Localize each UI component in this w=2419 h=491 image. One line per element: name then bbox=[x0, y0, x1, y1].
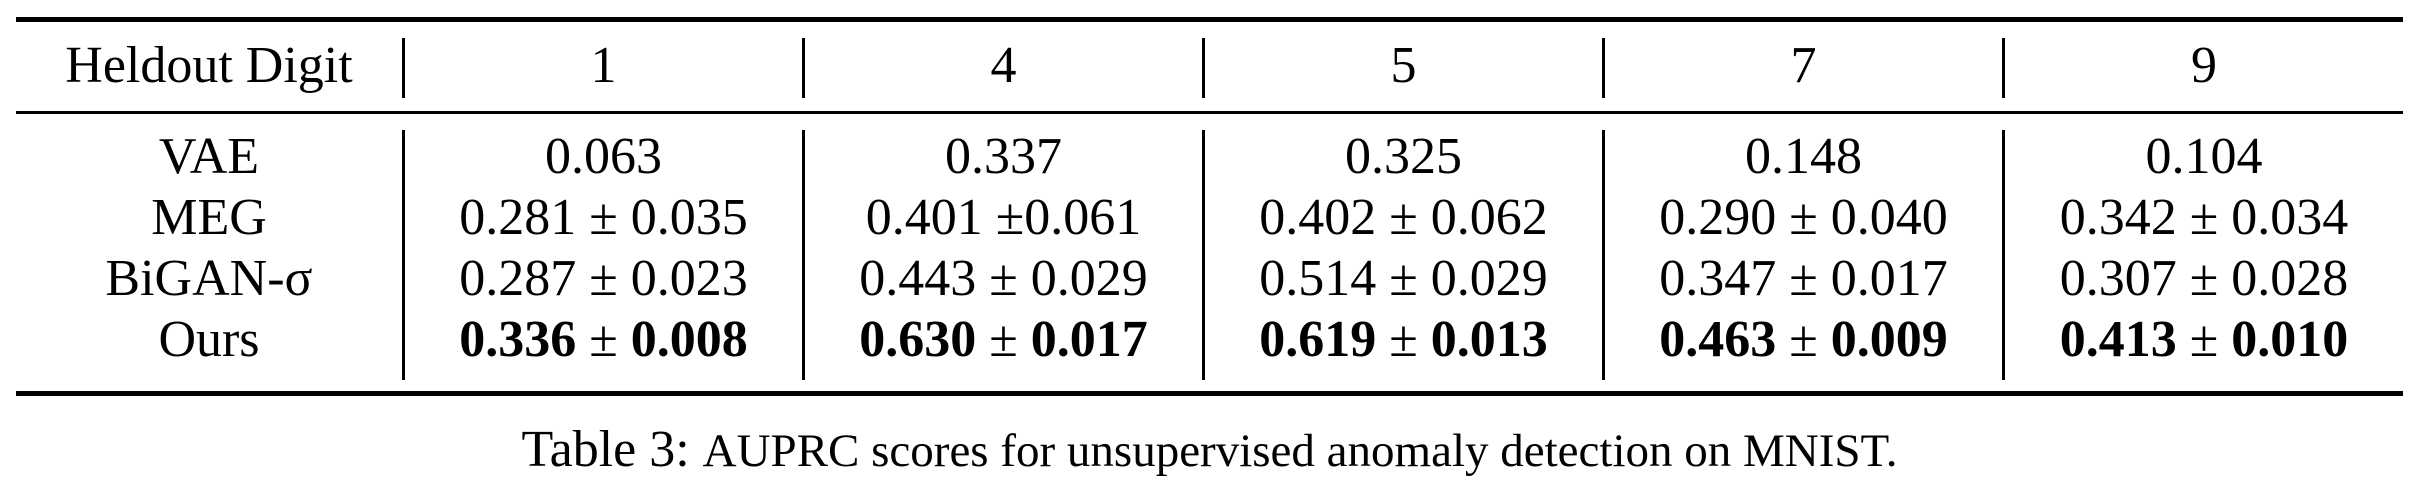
table-cell: 0.402 ± 0.062 bbox=[1205, 188, 1602, 248]
table-cell: 0.413 ± 0.010 bbox=[2005, 310, 2403, 370]
table-cell: 0.287 ± 0.023 bbox=[405, 249, 802, 309]
cell-std: 0.008 bbox=[630, 311, 748, 368]
plus-minus-sign: ± bbox=[576, 250, 631, 307]
plus-minus-sign: ± bbox=[576, 311, 631, 368]
table-cell: 0.148 bbox=[1605, 127, 2002, 187]
cell-mean: 0.347 bbox=[1659, 250, 1777, 307]
cell-mean: 0.630 bbox=[859, 311, 977, 368]
plus-minus-sign: ± bbox=[2176, 311, 2232, 368]
cell-mean: 0.148 bbox=[1745, 128, 1862, 185]
table-cell: 0.443 ± 0.029 bbox=[805, 249, 1202, 309]
plus-minus-sign: ± bbox=[1776, 189, 1831, 246]
cell-std: 0.017 bbox=[1830, 250, 1948, 307]
cell-std: 0.017 bbox=[1030, 311, 1148, 368]
cell-std: 0.028 bbox=[2231, 250, 2349, 307]
column-separator bbox=[2002, 38, 2005, 98]
cell-mean: 0.401 bbox=[865, 189, 983, 246]
table-cell: 0.342 ± 0.034 bbox=[2005, 188, 2403, 248]
cell-mean: 0.514 bbox=[1259, 250, 1377, 307]
column-separator bbox=[802, 38, 805, 98]
cell-mean: 0.336 bbox=[459, 311, 577, 368]
cell-mean: 0.337 bbox=[945, 128, 1062, 185]
cell-std: 0.040 bbox=[1830, 189, 1948, 246]
cell-std: 0.062 bbox=[1430, 189, 1548, 246]
table-bottom-rule bbox=[16, 391, 2403, 396]
table-cell: 0.619 ± 0.013 bbox=[1205, 310, 1602, 370]
table-cell: 0.336 ± 0.008 bbox=[405, 310, 802, 370]
cell-mean: 0.287 bbox=[459, 250, 577, 307]
table-cell: 0.104 bbox=[2005, 127, 2403, 187]
table-cell: 0.281 ± 0.035 bbox=[405, 188, 802, 248]
header-heldout-digit: Heldout Digit bbox=[65, 37, 353, 94]
cell-mean: 0.063 bbox=[545, 128, 662, 185]
table-caption: Table 3: AUPRC scores for unsupervised a… bbox=[0, 420, 2419, 481]
header-digit-4: 4 bbox=[990, 37, 1017, 94]
table-cell: 0.063 bbox=[405, 127, 802, 187]
plus-minus-sign: ± bbox=[2176, 250, 2232, 307]
column-separator bbox=[1202, 38, 1205, 98]
plus-minus-sign: ± bbox=[1776, 250, 1831, 307]
plus-minus-sign: ± bbox=[576, 189, 631, 246]
table-cell: 0.325 bbox=[1205, 127, 1602, 187]
header-digit-9: 9 bbox=[2191, 37, 2217, 94]
cell-std: 0.009 bbox=[1830, 311, 1948, 368]
caption-label: Table 3: bbox=[521, 421, 690, 478]
row-method-label: Ours bbox=[158, 311, 260, 368]
row-method-label: BiGAN-σ bbox=[105, 250, 313, 307]
caption-text: AUPRC scores for unsupervised anomaly de… bbox=[702, 425, 1898, 477]
cell-std: 0.029 bbox=[1030, 250, 1148, 307]
table-cell: 0.307 ± 0.028 bbox=[2005, 249, 2403, 309]
column-separator bbox=[1602, 38, 1605, 98]
row-method-label: MEG bbox=[151, 189, 267, 246]
cell-mean: 0.402 bbox=[1259, 189, 1377, 246]
table-cell: 0.630 ± 0.017 bbox=[805, 310, 1202, 370]
header-digit-5: 5 bbox=[1390, 37, 1417, 94]
cell-mean: 0.290 bbox=[1659, 189, 1777, 246]
row-method-label: VAE bbox=[158, 128, 260, 185]
column-separator bbox=[1602, 130, 1605, 380]
cell-std: 0.034 bbox=[2231, 189, 2349, 246]
cell-mean: 0.463 bbox=[1659, 311, 1777, 368]
table-top-rule bbox=[16, 17, 2403, 22]
cell-std: 0.023 bbox=[630, 250, 748, 307]
table-cell: 0.401 ±0.061 bbox=[805, 188, 1202, 248]
cell-std: 0.029 bbox=[1430, 250, 1548, 307]
table-cell: 0.347 ± 0.017 bbox=[1605, 249, 2002, 309]
plus-minus-sign: ± bbox=[2176, 189, 2232, 246]
plus-minus-sign: ± bbox=[1376, 189, 1431, 246]
cell-mean: 0.619 bbox=[1259, 311, 1377, 368]
plus-minus-sign: ± bbox=[1376, 311, 1431, 368]
cell-mean: 0.104 bbox=[2145, 128, 2263, 185]
cell-mean: 0.325 bbox=[1345, 128, 1462, 185]
table-header-rule bbox=[16, 111, 2403, 114]
cell-mean: 0.281 bbox=[459, 189, 577, 246]
cell-mean: 0.342 bbox=[2059, 189, 2177, 246]
cell-mean: 0.443 bbox=[859, 250, 977, 307]
column-separator bbox=[1202, 130, 1205, 380]
plus-minus-sign: ± bbox=[1776, 311, 1831, 368]
cell-mean: 0.307 bbox=[2059, 250, 2177, 307]
plus-minus-sign: ± bbox=[982, 189, 1025, 246]
table-cell: 0.514 ± 0.029 bbox=[1205, 249, 1602, 309]
cell-std: 0.061 bbox=[1024, 189, 1142, 246]
table-cell: 0.337 bbox=[805, 127, 1202, 187]
plus-minus-sign: ± bbox=[1376, 250, 1431, 307]
plus-minus-sign: ± bbox=[976, 311, 1031, 368]
column-separator bbox=[402, 38, 405, 98]
cell-std: 0.035 bbox=[630, 189, 748, 246]
plus-minus-sign: ± bbox=[976, 250, 1031, 307]
column-separator bbox=[802, 130, 805, 380]
column-separator bbox=[2002, 130, 2005, 380]
cell-std: 0.013 bbox=[1430, 311, 1548, 368]
header-digit-1: 1 bbox=[590, 37, 617, 94]
cell-mean: 0.413 bbox=[2059, 311, 2177, 368]
table-cell: 0.290 ± 0.040 bbox=[1605, 188, 2002, 248]
table-cell: 0.463 ± 0.009 bbox=[1605, 310, 2002, 370]
header-digit-7: 7 bbox=[1790, 37, 1817, 94]
column-separator bbox=[402, 130, 405, 380]
cell-std: 0.010 bbox=[2231, 311, 2349, 368]
